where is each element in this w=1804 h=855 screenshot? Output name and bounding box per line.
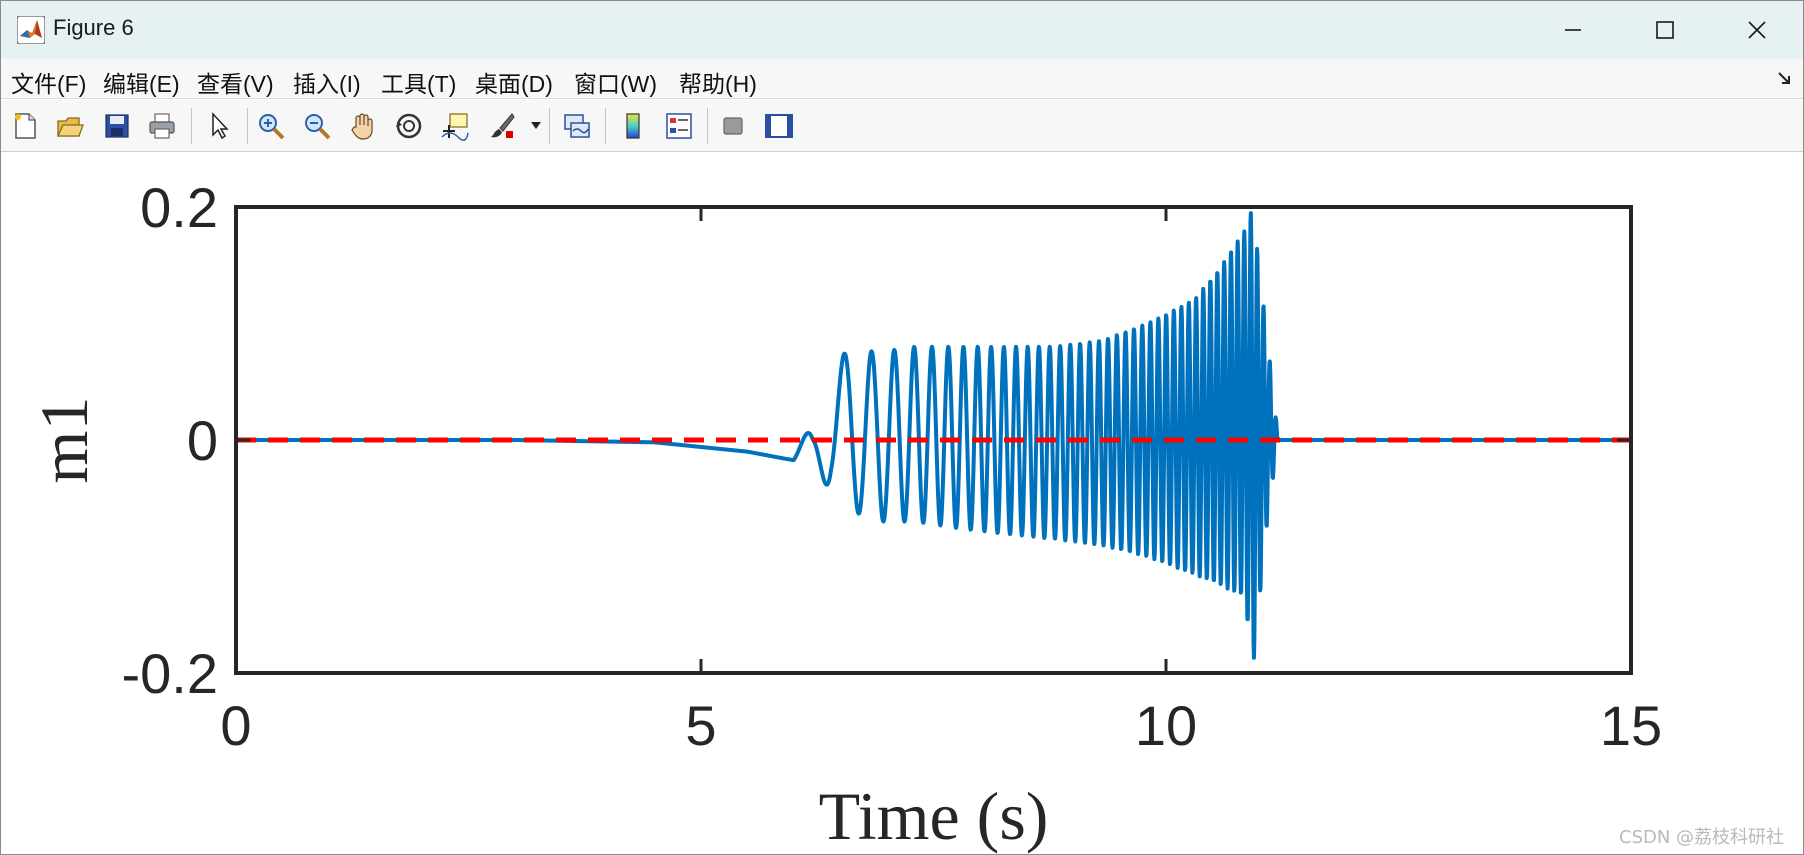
zoom-out-icon [305,114,331,140]
zoom-out-button[interactable] [299,108,335,144]
x-tick-label: 0 [220,694,251,757]
save-button[interactable] [99,108,135,144]
matlab-logo-icon [17,16,45,44]
menu-edit[interactable]: 编辑(E) [103,71,180,97]
menu-bar: 文件(F) 编辑(E) 查看(V) 插入(I) 工具(T) 桌面(D) 窗口(W… [1,59,1803,99]
maximize-icon [1656,21,1674,39]
print-icon [149,113,175,139]
show-plot-tools-button[interactable] [761,108,797,144]
menu-tools[interactable]: 工具(T) [381,71,457,97]
menu-insert[interactable]: 插入(I) [293,71,361,97]
hide-plot-tools-icon [723,117,743,135]
y-tick-label: 0 [187,409,218,472]
menu-desktop[interactable]: 桌面(D) [475,71,553,97]
select-pointer-button[interactable] [201,108,237,144]
link-plot-button[interactable] [559,108,595,144]
toolbar-separator [247,108,248,144]
colorbar-icon [626,113,640,139]
y-axis-label: m1 [26,397,102,484]
minimize-button[interactable] [1527,1,1619,59]
open-file-icon [56,117,84,137]
toolbar-separator [191,108,192,144]
figure-toolbar [1,100,1803,152]
new-figure-icon [15,113,36,139]
insert-legend-button[interactable] [661,108,697,144]
show-plot-tools-icon [765,114,793,138]
x-tick-label: 5 [685,694,716,757]
menu-view[interactable]: 查看(V) [197,71,274,97]
toolbar-separator [549,108,550,144]
close-icon [1748,21,1766,39]
figure-canvas[interactable]: 0 5 10 15 0.2 0 -0.2 Time (s) m1 [1,153,1804,855]
brush-dropdown-icon[interactable] [531,122,541,130]
toolbar-separator [707,108,708,144]
dock-arrow-icon[interactable] [1777,71,1793,87]
zoom-in-button[interactable] [253,108,289,144]
menu-window[interactable]: 窗口(W) [574,71,658,97]
brush-button[interactable] [483,108,519,144]
pan-button[interactable] [345,108,381,144]
x-tick-label: 10 [1135,694,1197,757]
x-tick-label: 15 [1600,694,1662,757]
y-tick-label: -0.2 [122,642,219,705]
link-plot-icon [564,114,590,138]
rotate-3d-icon [396,113,422,139]
menu-file[interactable]: 文件(F) [11,71,87,97]
open-file-button[interactable] [52,108,88,144]
hide-plot-tools-button[interactable] [715,108,751,144]
print-button[interactable] [144,108,180,144]
new-figure-button[interactable] [7,108,43,144]
series-line-m1 [236,211,1631,660]
brush-icon [491,113,515,138]
menu-help[interactable]: 帮助(H) [679,71,757,97]
title-bar[interactable]: Figure 6 [1,1,1803,59]
data-cursor-icon [441,113,469,141]
data-cursor-button[interactable] [437,108,473,144]
select-pointer-icon [212,112,229,140]
insert-colorbar-button[interactable] [615,108,651,144]
pan-hand-icon [351,113,373,140]
x-axis-label: Time (s) [819,778,1049,854]
close-button[interactable] [1711,1,1803,59]
window-title: Figure 6 [53,15,134,40]
minimize-icon [1565,29,1581,31]
maximize-button[interactable] [1619,1,1711,59]
save-icon [105,114,129,138]
legend-icon [666,113,692,139]
toolbar-separator [605,108,606,144]
rotate-3d-button[interactable] [391,108,427,144]
watermark: CSDN @荔枝科研社 [1619,827,1785,848]
zoom-in-icon [259,114,285,140]
y-tick-label: 0.2 [140,176,218,239]
